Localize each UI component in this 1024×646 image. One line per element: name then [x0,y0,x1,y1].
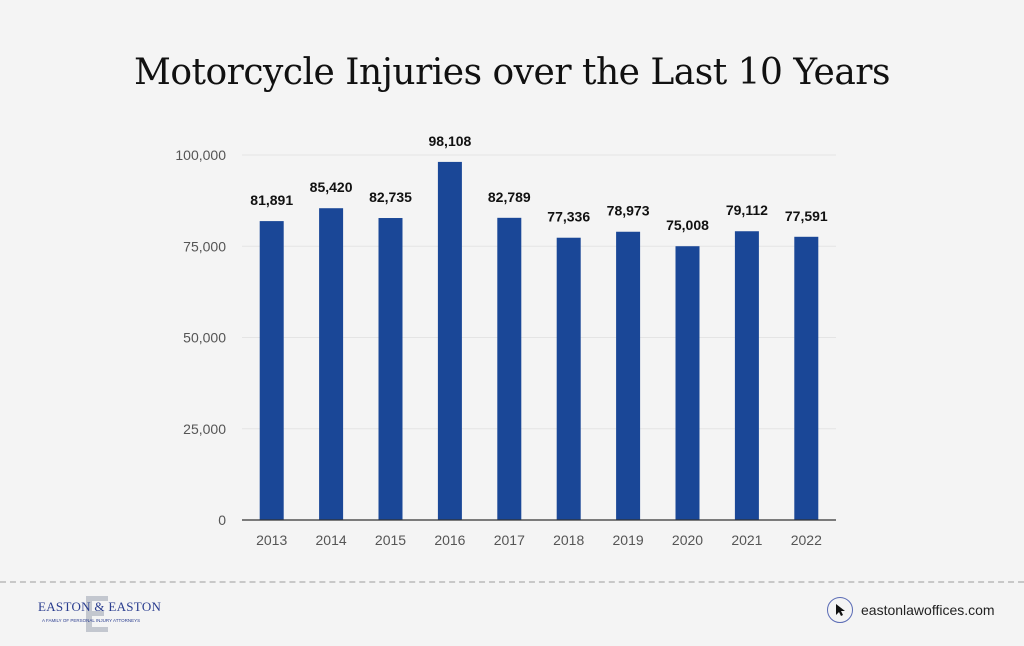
data-label: 82,789 [488,189,531,205]
bar [437,161,462,520]
data-label: 77,336 [547,209,590,225]
bar [378,218,403,520]
x-tick-label: 2021 [731,532,762,548]
divider [0,581,1024,583]
y-tick-label: 25,000 [183,421,226,437]
data-label: 79,112 [726,202,768,218]
logo-tagline: A FAMILY OF PERSONAL INJURY ATTORNEYS [42,618,141,623]
bar [616,231,641,521]
x-tick-label: 2013 [256,532,287,548]
x-tick-label: 2019 [613,532,644,548]
easton-logo: EASTON & EASTON A FAMILY OF PERSONAL INJ… [38,594,168,634]
chart-title: Motorcycle Injuries over the Last 10 Yea… [134,52,890,93]
data-label: 75,008 [666,217,709,233]
bar [675,246,700,520]
x-tick-label: 2015 [375,532,406,548]
bar [497,217,522,521]
bar-chart: 0 25,000 50,000 75,000 100,000 81,891 2013 85,4… [175,133,836,548]
bar [319,208,344,521]
website-url: eastonlawoffices.com [861,602,995,618]
bar [259,221,284,521]
bar [794,236,819,520]
y-tick-label: 50,000 [183,330,226,346]
data-label: 81,891 [250,192,293,208]
y-tick-label: 100,000 [175,147,226,163]
x-tick-label: 2016 [434,532,465,548]
data-label: 78,973 [607,203,650,219]
bar [556,237,581,520]
logo-emblem [86,596,108,632]
x-tick-label: 2017 [494,532,525,548]
website-link[interactable]: eastonlawoffices.com [827,597,995,623]
logo-name: EASTON & EASTON [38,599,162,614]
data-label: 82,735 [369,189,412,205]
x-tick-label: 2014 [316,532,347,548]
x-tick-label: 2022 [791,532,822,548]
x-tick-label: 2018 [553,532,584,548]
data-label: 85,420 [310,179,353,195]
data-label: 98,108 [428,133,471,149]
cursor-icon [827,597,853,623]
data-label: 77,591 [785,208,828,224]
y-tick-label: 75,000 [183,238,226,254]
x-tick-label: 2020 [672,532,703,548]
y-tick-label: 0 [218,512,226,528]
bar [734,231,759,520]
